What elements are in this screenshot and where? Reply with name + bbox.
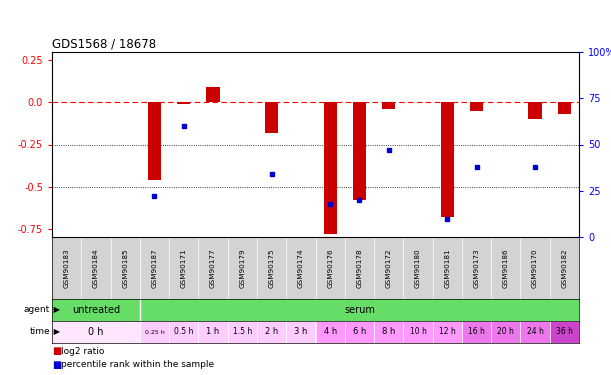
Text: GSM90182: GSM90182 <box>562 248 568 288</box>
Text: ■: ■ <box>52 346 61 356</box>
Text: GSM90183: GSM90183 <box>64 248 70 288</box>
Text: GDS1568 / 18678: GDS1568 / 18678 <box>52 38 156 51</box>
Text: log2 ratio: log2 ratio <box>61 347 104 356</box>
Text: 16 h: 16 h <box>468 327 485 336</box>
Text: time: time <box>29 327 50 336</box>
Text: GSM90185: GSM90185 <box>122 248 128 288</box>
Bar <box>140 321 169 343</box>
Text: 8 h: 8 h <box>382 327 395 336</box>
Bar <box>462 321 491 343</box>
Bar <box>265 102 278 133</box>
Text: 36 h: 36 h <box>556 327 573 336</box>
Bar <box>353 102 366 200</box>
Bar <box>345 321 374 343</box>
Bar <box>433 321 462 343</box>
Bar <box>257 321 286 343</box>
Text: ▶: ▶ <box>51 327 60 336</box>
Bar <box>177 102 191 104</box>
Text: 4 h: 4 h <box>323 327 337 336</box>
Text: 1.5 h: 1.5 h <box>233 327 252 336</box>
Text: 0.25 h: 0.25 h <box>145 330 164 334</box>
Text: GSM90171: GSM90171 <box>181 248 187 288</box>
Bar <box>491 321 521 343</box>
Bar <box>470 102 483 111</box>
Bar <box>286 321 315 343</box>
Text: GSM90172: GSM90172 <box>386 248 392 288</box>
Bar <box>52 321 140 343</box>
Text: GSM90181: GSM90181 <box>444 248 450 288</box>
Text: GSM90175: GSM90175 <box>269 248 274 288</box>
Text: 12 h: 12 h <box>439 327 456 336</box>
Bar <box>521 321 550 343</box>
Text: 6 h: 6 h <box>353 327 366 336</box>
Text: serum: serum <box>344 305 375 315</box>
Text: GSM90176: GSM90176 <box>327 248 333 288</box>
Text: GSM90174: GSM90174 <box>298 248 304 288</box>
Text: ■: ■ <box>52 360 61 370</box>
Text: GSM90187: GSM90187 <box>152 248 158 288</box>
Text: GSM90177: GSM90177 <box>210 248 216 288</box>
Text: percentile rank within the sample: percentile rank within the sample <box>61 360 214 369</box>
Bar <box>315 321 345 343</box>
Text: 3 h: 3 h <box>294 327 307 336</box>
Text: GSM90178: GSM90178 <box>356 248 362 288</box>
Bar <box>529 102 542 119</box>
Text: 20 h: 20 h <box>497 327 514 336</box>
Text: GSM90173: GSM90173 <box>474 248 480 288</box>
Text: GSM90179: GSM90179 <box>240 248 245 288</box>
Text: untreated: untreated <box>72 305 120 315</box>
Bar <box>403 321 433 343</box>
Text: ▶: ▶ <box>51 306 60 315</box>
Text: 10 h: 10 h <box>409 327 426 336</box>
Bar <box>207 87 219 102</box>
Bar <box>199 321 228 343</box>
Text: GSM90180: GSM90180 <box>415 248 421 288</box>
Bar <box>441 102 454 217</box>
Text: GSM90184: GSM90184 <box>93 248 99 288</box>
Text: 2 h: 2 h <box>265 327 278 336</box>
Bar <box>550 321 579 343</box>
Text: 24 h: 24 h <box>527 327 544 336</box>
Text: 0.5 h: 0.5 h <box>174 327 194 336</box>
Bar <box>382 102 395 109</box>
Bar <box>324 102 337 234</box>
Bar <box>374 321 403 343</box>
Text: 0 h: 0 h <box>88 327 104 337</box>
Text: GSM90186: GSM90186 <box>503 248 509 288</box>
Bar <box>228 321 257 343</box>
Text: agent: agent <box>24 306 50 315</box>
Bar <box>148 102 161 180</box>
Text: 1 h: 1 h <box>207 327 219 336</box>
Bar <box>169 321 199 343</box>
Bar <box>558 102 571 114</box>
Text: GSM90170: GSM90170 <box>532 248 538 288</box>
